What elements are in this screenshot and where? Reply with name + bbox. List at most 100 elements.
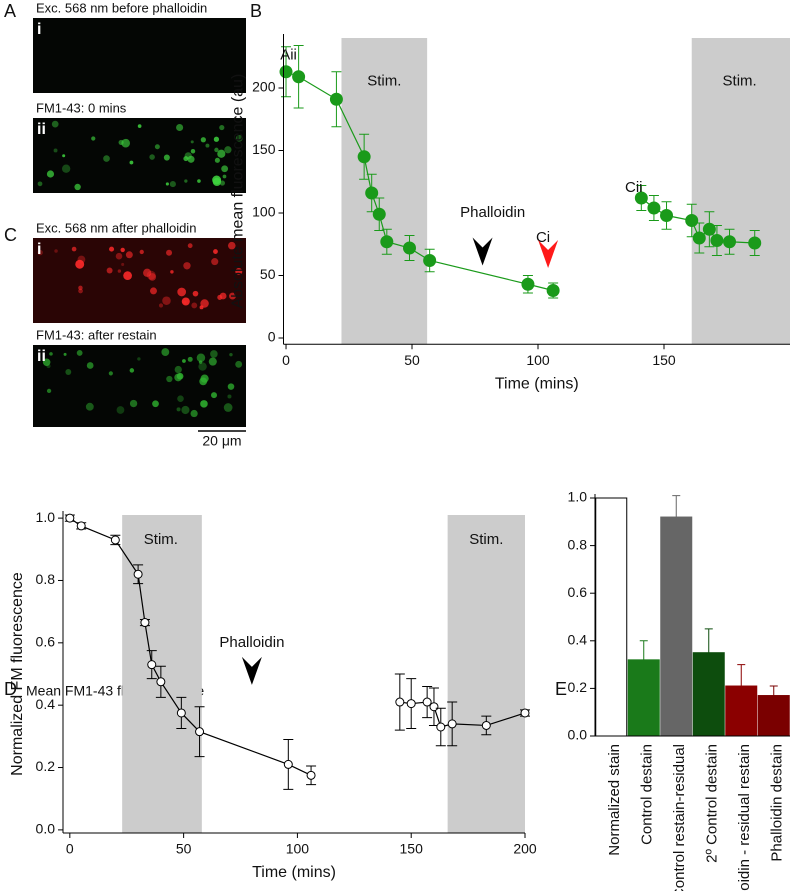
fluorescent-spot	[109, 246, 115, 252]
data-point	[748, 236, 762, 250]
image-caption: Exc. 568 nm after phalloidin	[36, 220, 196, 235]
data-point	[329, 92, 343, 106]
image-index: i	[37, 241, 41, 258]
arrow	[241, 656, 262, 685]
stim-region	[341, 38, 428, 345]
annotation: Ci	[536, 229, 550, 246]
fluorescent-spot	[210, 350, 218, 358]
fluorescent-spot	[125, 251, 133, 259]
y-tick-label: 0.8	[36, 571, 56, 587]
data-point	[423, 254, 437, 267]
fluorescent-spot	[183, 156, 189, 162]
fluorescent-spot	[224, 146, 232, 154]
arrow	[538, 240, 559, 268]
data-point	[520, 708, 530, 718]
data-point	[140, 618, 150, 628]
fluorescent-spot	[213, 249, 218, 254]
data-point	[447, 719, 457, 729]
fluorescent-spot	[169, 181, 176, 188]
fluorescent-spot	[166, 375, 173, 383]
fluorescent-spot	[162, 296, 171, 305]
data-point	[306, 770, 316, 780]
fluorescent-spot	[184, 179, 188, 183]
fluorescent-spot	[129, 368, 135, 373]
error-bar	[672, 495, 681, 518]
fluorescent-spot	[200, 400, 208, 408]
fluorescent-spot	[37, 181, 43, 187]
error-bar	[704, 628, 713, 653]
x-tick-label: 50	[404, 352, 420, 368]
fluorescent-spot	[177, 395, 184, 402]
bar	[757, 695, 790, 737]
x-tick-label: 2º Control destain	[704, 744, 721, 863]
x-tick-label: Phalloidin - residual restain	[736, 744, 753, 891]
panel-label: E	[555, 679, 567, 699]
fluorescent-spot	[191, 302, 198, 309]
x-tick-label: Control restain-residual	[671, 744, 688, 891]
y-tick-label: 1.0	[568, 489, 588, 505]
bar	[692, 652, 725, 737]
annotation: Phalloidin	[219, 634, 284, 651]
data-point	[357, 150, 371, 164]
fluorescent-spot	[63, 352, 67, 356]
y-tick-label: 0.6	[568, 584, 588, 600]
data-point	[292, 70, 306, 84]
data-point	[481, 720, 491, 730]
fluorescent-spot	[65, 369, 72, 375]
fluorescent-spot	[163, 154, 170, 161]
y-tick-label: 0.8	[568, 536, 588, 552]
fluorescent-spot	[165, 182, 169, 186]
fluorescent-spot	[103, 155, 110, 162]
annotation: Stim.	[367, 73, 401, 90]
fluorescent-spot	[212, 175, 222, 185]
fluorescent-spot	[235, 134, 243, 142]
fluorescent-spot	[214, 147, 219, 153]
fluorescent-spot	[235, 360, 243, 368]
data-point	[380, 235, 394, 249]
fluorescent-spot	[227, 394, 232, 399]
fluorescent-spot	[198, 360, 203, 364]
x-tick-label: Normalized stain	[606, 744, 623, 856]
fluorescent-spot	[46, 363, 51, 369]
fluorescent-spot	[177, 287, 187, 297]
data-point	[546, 284, 560, 297]
fluorescent-spot	[152, 400, 159, 408]
fluorescent-spot	[190, 409, 198, 418]
fluorescent-spot	[187, 155, 195, 163]
image-index: ii	[37, 348, 46, 365]
data-point	[156, 677, 166, 687]
fluorescent-spot	[176, 407, 181, 412]
arrow	[472, 237, 493, 266]
fluorescent-spot	[198, 362, 207, 371]
data-point	[133, 569, 143, 579]
fluorescent-spot	[108, 371, 113, 376]
fluorescent-spot	[199, 305, 204, 310]
fluorescent-spot	[51, 120, 59, 128]
fluorescent-spot	[229, 352, 233, 357]
annotation: Stim.	[144, 531, 178, 548]
fluorescent-spot	[213, 136, 220, 142]
fluorescent-spot	[77, 255, 86, 264]
stim-region	[447, 515, 525, 833]
data-point	[685, 214, 699, 227]
fluorescent-spot	[190, 140, 194, 144]
x-tick-label: 100	[526, 352, 550, 368]
data-point	[110, 535, 120, 545]
y-tick-label: 0.6	[36, 634, 56, 650]
bar	[595, 497, 628, 737]
data-point	[283, 759, 293, 769]
y-axis-title: Normalized FM fluorescence	[9, 572, 26, 776]
fluorescent-spot	[176, 372, 184, 380]
data-point	[402, 241, 416, 255]
fluorescent-spot	[181, 405, 190, 415]
fluorescent-spot	[229, 292, 236, 300]
data-point	[279, 65, 293, 79]
data-point	[660, 209, 674, 222]
fluorescent-spot	[217, 294, 223, 300]
micrograph	[33, 238, 246, 323]
x-tick-label: 100	[286, 841, 310, 857]
fluorescent-spot	[184, 152, 192, 160]
fluorescent-spot	[200, 137, 206, 143]
fluorescent-spot	[190, 149, 196, 154]
fluorescent-spot	[158, 303, 164, 308]
